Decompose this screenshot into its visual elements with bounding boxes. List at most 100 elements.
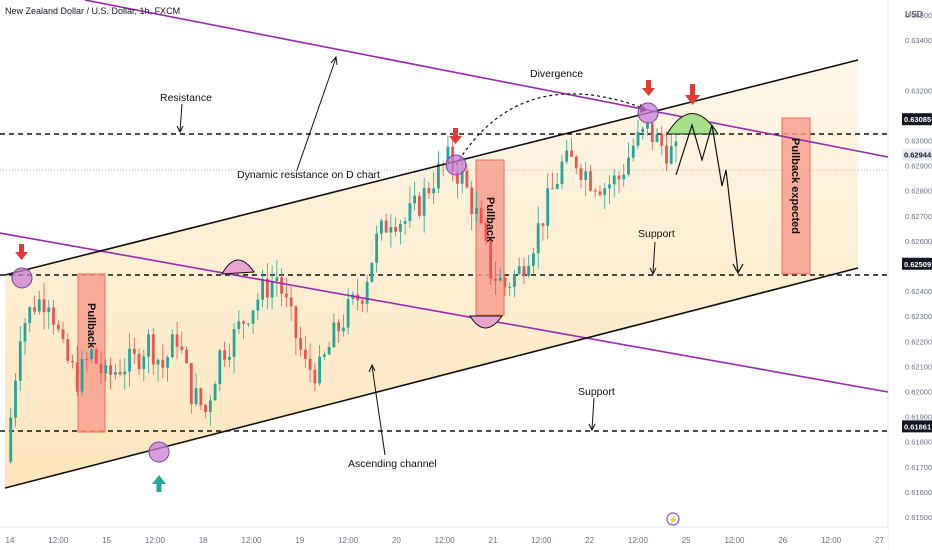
candle-body [389, 227, 393, 233]
touch-marker-1[interactable] [11, 267, 33, 289]
resistance-pointer [176, 103, 184, 134]
projection-path[interactable] [675, 122, 739, 273]
candle-body [589, 171, 592, 191]
candle-body [308, 358, 312, 370]
candle-body [612, 175, 616, 185]
candle-body [56, 324, 60, 330]
pullback-expected-label: Pullback expected [789, 138, 801, 234]
candle-body [322, 354, 326, 357]
dynamic-resistance-pointer [296, 55, 338, 171]
candle-body [665, 145, 668, 164]
candle-body [503, 277, 507, 288]
candle-body [570, 150, 573, 157]
candle-body [75, 362, 79, 392]
candle-body [213, 384, 217, 401]
price-tick-label: 0.62400 [905, 287, 932, 296]
candle-body [489, 240, 493, 279]
candle-body [185, 349, 188, 364]
pink-arc-bottom [469, 315, 503, 329]
candle-body [261, 278, 264, 300]
time-tick-label: 12:00 [531, 536, 552, 545]
candle-body [460, 170, 464, 184]
touch-marker-2[interactable] [445, 154, 467, 176]
candle-body [346, 298, 350, 328]
candle-body [280, 277, 284, 294]
price-tick-label: 0.61600 [905, 488, 932, 497]
green-arc [666, 113, 719, 135]
candle-body [189, 363, 193, 405]
support-upper-label: Support [638, 228, 675, 240]
time-axis-panel[interactable] [0, 527, 888, 550]
time-tick-label: 12:00 [145, 536, 166, 545]
event-marker[interactable] [666, 512, 680, 526]
candle-body [370, 262, 374, 282]
lightning-icon: ⚡ [668, 515, 678, 525]
candle-body [99, 363, 103, 374]
price-tag-bg [902, 148, 932, 161]
candle-body [270, 281, 274, 298]
time-tick-label: 26 [778, 536, 787, 545]
price-tick-label: 0.63400 [905, 36, 932, 45]
candle-body [565, 150, 569, 162]
time-tick-label: 15 [102, 536, 111, 545]
support-upper-pointer [649, 241, 657, 276]
candle-body [465, 170, 469, 188]
candle-body [104, 365, 108, 374]
candle-body [9, 417, 13, 462]
channel-lower-line[interactable] [4, 267, 859, 489]
candle-body [365, 281, 369, 304]
candle-body [318, 356, 322, 384]
candle-body [242, 321, 245, 324]
candle-body [551, 188, 554, 190]
time-tick-label: 12:00 [435, 536, 456, 545]
pullback-expected-box[interactable] [781, 117, 811, 275]
candle-body [384, 220, 388, 233]
candle-body [617, 175, 621, 180]
candle-body [394, 227, 398, 232]
candle-body [456, 171, 459, 184]
price-tick-label: 0.63500 [905, 11, 932, 20]
dynamic-resistance-trendline[interactable] [84, 0, 889, 158]
candle-body [327, 347, 331, 355]
candle-body [437, 163, 440, 189]
candle-body [669, 146, 673, 164]
channel-upper-line[interactable] [4, 59, 859, 276]
time-tick-label: 12:00 [821, 536, 842, 545]
candle-body [498, 277, 502, 281]
lower-purple-trendline[interactable] [0, 232, 889, 393]
price-axis-panel[interactable] [888, 0, 932, 550]
touch-marker-3[interactable] [637, 102, 659, 124]
down-arrow-3 [642, 80, 655, 96]
price-tick-label: 0.62300 [905, 312, 932, 321]
candle-body [608, 184, 611, 189]
candle-body [532, 253, 535, 266]
candle-body [42, 299, 46, 313]
candle-body [360, 300, 364, 304]
candle-body [593, 190, 597, 192]
pullback-box-2[interactable] [475, 159, 505, 316]
pullback-label-1: Pullback [85, 303, 97, 349]
candle-body [427, 188, 431, 194]
candle-body [641, 128, 645, 133]
candle-body [418, 195, 421, 216]
time-tick-label: 12:00 [48, 536, 69, 545]
candle-body [132, 348, 136, 354]
candle-body [256, 299, 260, 311]
price-tick-label: 0.62100 [905, 362, 932, 371]
candle-body [61, 329, 65, 340]
candle-body [527, 265, 531, 277]
support-lower-pointer [588, 397, 596, 432]
pullback-label-2: Pullback [484, 197, 496, 243]
touch-marker-4[interactable] [148, 441, 170, 463]
candle-body [147, 334, 150, 357]
candle-body [118, 372, 122, 375]
price-tag-label: 0.62509 [904, 260, 931, 269]
candle-body [674, 141, 678, 147]
time-tick-label: 12:00 [241, 536, 262, 545]
candle-body [598, 191, 602, 195]
price-tick-label: 0.62700 [905, 212, 932, 221]
candle-body [166, 357, 169, 368]
candle-body [66, 339, 70, 361]
candle-body [123, 371, 127, 375]
